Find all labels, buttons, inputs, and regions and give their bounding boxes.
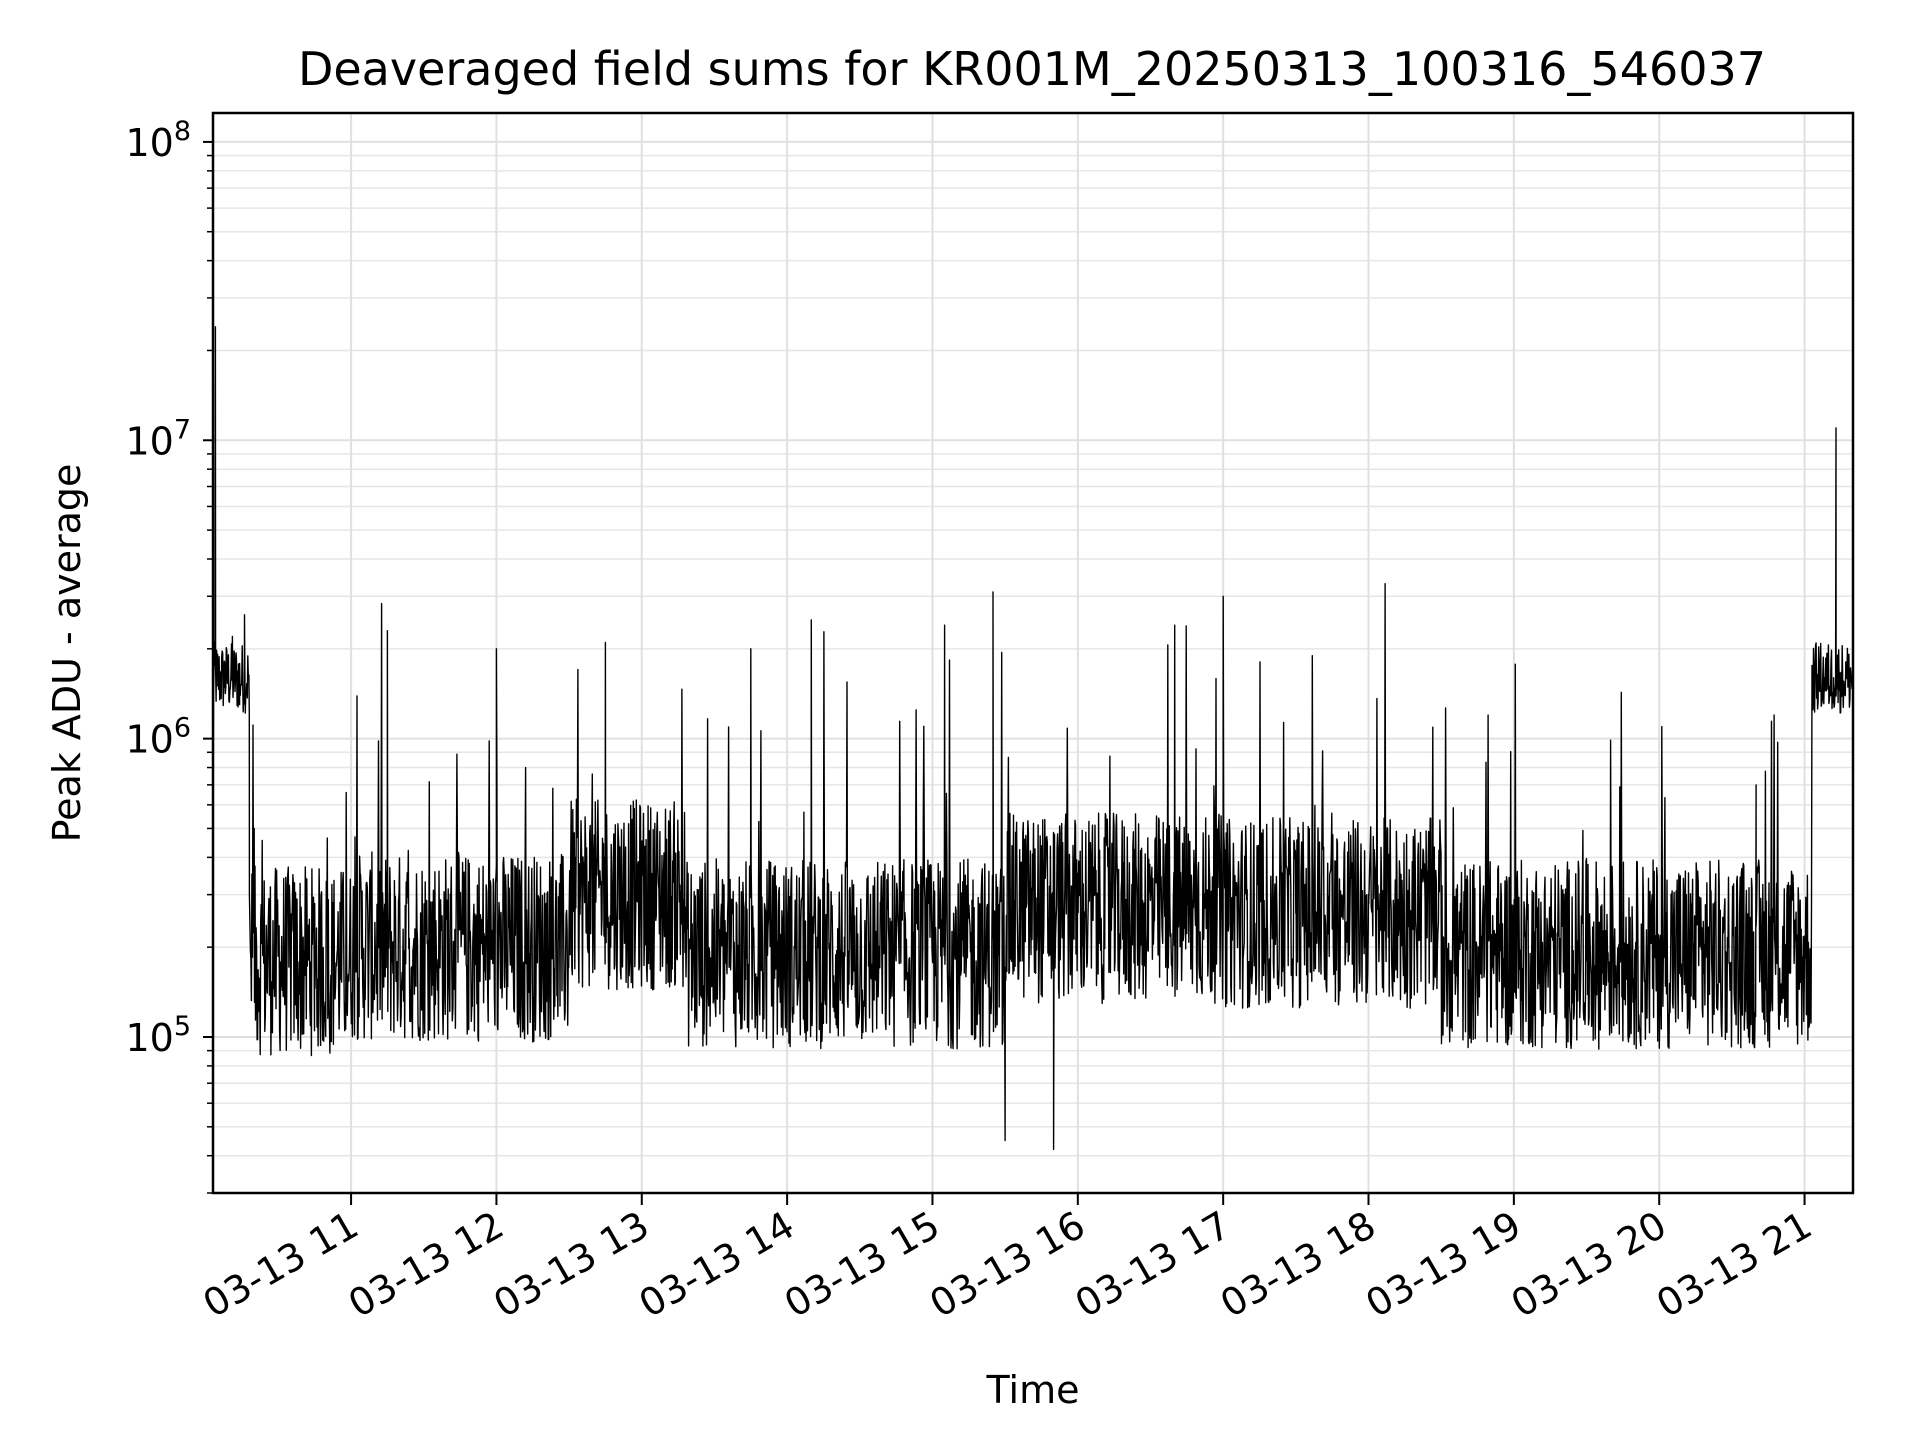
y-tick-label: 107 <box>125 414 191 463</box>
chart-title: Deaveraged field sums for KR001M_2025031… <box>298 42 1766 96</box>
y-tick-label: 105 <box>125 1011 191 1060</box>
y-axis-ticks: 105 106 107 108 <box>125 116 213 1194</box>
y-tick-label: 106 <box>125 713 191 762</box>
y-tick-label: 108 <box>125 116 191 165</box>
series-line <box>212 326 1854 1151</box>
x-axis-label: Time <box>986 1368 1080 1412</box>
y-axis-label: Peak ADU - average <box>45 464 89 843</box>
axes-frame <box>211 111 1855 1195</box>
